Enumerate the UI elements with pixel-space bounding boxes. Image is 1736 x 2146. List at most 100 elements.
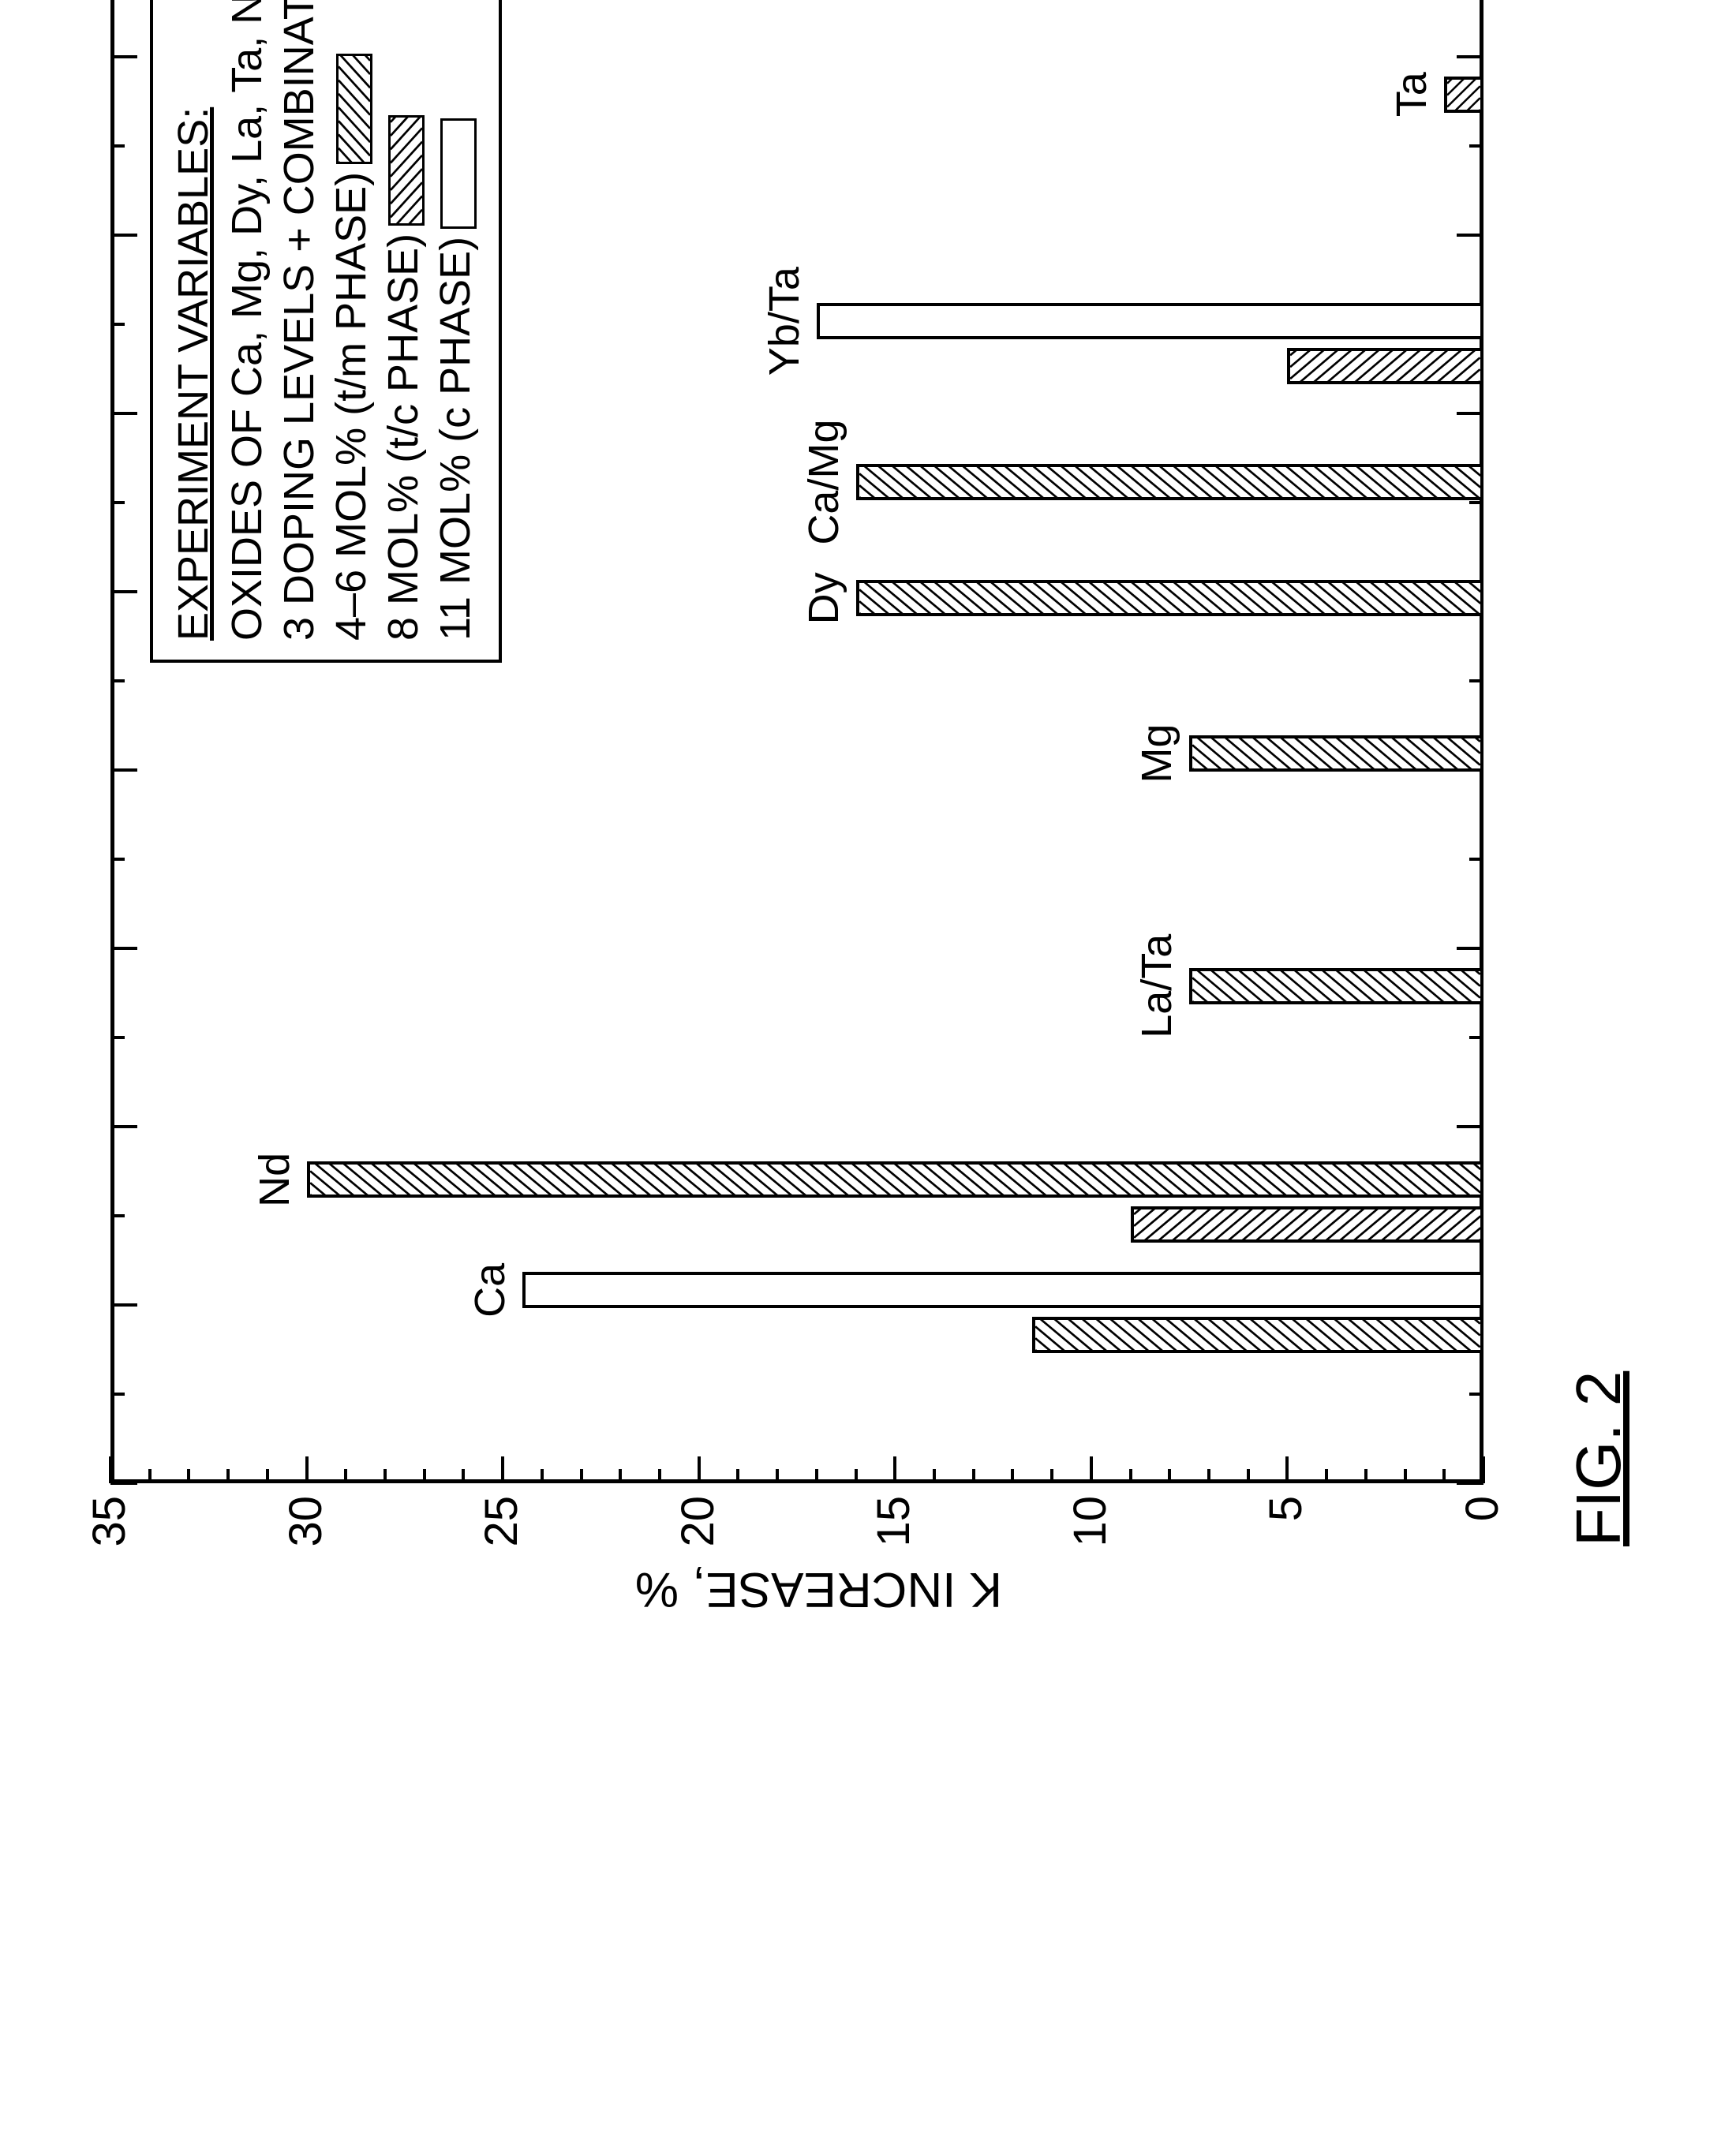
y-tick-label: 35 <box>83 1496 136 1547</box>
bar-label: Yb/Ta <box>760 234 809 408</box>
y-tick-label: 0 <box>1456 1496 1509 1521</box>
y-tick-minor <box>658 1469 661 1483</box>
x-tick-major <box>110 1482 137 1485</box>
y-tick-major <box>893 1456 896 1483</box>
bar-label: Ta <box>1387 8 1436 181</box>
y-tick-minor <box>855 1469 858 1483</box>
y-tick-minor <box>972 1469 975 1483</box>
x-tick-minor <box>1469 1036 1483 1039</box>
legend-title: EXPERIMENT VARIABLES: <box>169 0 218 641</box>
y-tick-major <box>1285 1456 1289 1483</box>
y-tick-minor <box>933 1469 936 1483</box>
data-bar <box>856 580 1483 616</box>
legend-line-oxides: OXIDES OF Ca, Mg, Dy, La, Ta, Nd, Yb <box>223 0 271 641</box>
y-tick-minor <box>266 1469 269 1483</box>
y-tick-minor <box>344 1469 347 1483</box>
data-bar <box>817 303 1483 339</box>
bar-label: Mg <box>1132 667 1181 840</box>
data-bar <box>1189 968 1483 1004</box>
y-tick-major <box>698 1456 701 1483</box>
x-tick-minor <box>110 1036 125 1039</box>
y-tick-minor <box>1247 1469 1250 1483</box>
y-tick-minor <box>1011 1469 1014 1483</box>
x-tick-minor <box>110 323 125 326</box>
y-tick-major <box>501 1456 504 1483</box>
x-tick-major <box>110 947 137 950</box>
figure-label: FIG. 2 <box>1562 1371 1635 1546</box>
y-tick-label: 15 <box>867 1496 920 1547</box>
data-bar <box>1189 735 1483 772</box>
x-tick-major <box>110 412 137 415</box>
bar-label: Nd <box>250 1093 299 1266</box>
x-tick-major <box>110 768 137 772</box>
legend-row: 4–6 MOL% (t/m PHASE) <box>327 0 376 641</box>
bar-label: Yb <box>1270 0 1319 26</box>
rotated-canvas: K INCREASE, % EXPERIMENT VARIABLES: OXID… <box>0 0 1736 1736</box>
legend-box: EXPERIMENT VARIABLES: OXIDES OF Ca, Mg, … <box>150 0 502 663</box>
y-tick-minor <box>1325 1469 1328 1483</box>
legend-swatch <box>336 54 372 164</box>
y-tick-minor <box>1442 1469 1446 1483</box>
x-tick-major <box>1457 412 1483 415</box>
x-tick-major <box>110 234 137 237</box>
x-tick-major <box>1457 947 1483 950</box>
y-tick-minor <box>1207 1469 1210 1483</box>
x-tick-major <box>110 1125 137 1128</box>
x-tick-major <box>1457 1125 1483 1128</box>
data-bar <box>856 464 1483 500</box>
y-tick-label: 10 <box>1064 1496 1117 1547</box>
legend-swatch <box>388 115 425 226</box>
y-tick-minor <box>541 1469 544 1483</box>
y-tick-minor <box>148 1469 152 1483</box>
data-bar <box>1287 348 1483 384</box>
bar-label: Ca/Mg <box>799 395 848 569</box>
legend-row-label: 11 MOL% (c PHASE) <box>432 237 479 641</box>
legend-line-doping: 3 DOPING LEVELS + COMBINATIONS <box>275 0 324 641</box>
data-bar <box>522 1272 1483 1308</box>
y-tick-major <box>305 1456 309 1483</box>
y-tick-minor <box>423 1469 426 1483</box>
y-tick-minor <box>226 1469 230 1483</box>
y-tick-major <box>1482 1456 1485 1483</box>
y-tick-minor <box>462 1469 465 1483</box>
x-tick-minor <box>1469 1393 1483 1396</box>
legend-row-label: 4–6 MOL% (t/m PHASE) <box>327 172 375 641</box>
y-tick-major <box>109 1456 112 1483</box>
y-tick-major <box>1090 1456 1093 1483</box>
x-tick-major <box>110 55 137 58</box>
y-tick-minor <box>619 1469 622 1483</box>
data-bar <box>307 1161 1483 1198</box>
legend-swatch <box>440 118 477 229</box>
y-tick-minor <box>736 1469 739 1483</box>
x-tick-minor <box>110 501 125 504</box>
y-tick-minor <box>580 1469 583 1483</box>
y-axis-label: K INCREASE, % <box>635 1561 1002 1617</box>
x-tick-minor <box>1469 679 1483 682</box>
x-tick-minor <box>1469 858 1483 861</box>
bar-label: Ca <box>466 1203 514 1377</box>
chart-inner: K INCREASE, % EXPERIMENT VARIABLES: OXID… <box>0 0 1736 1736</box>
legend-row: 8 MOL% (t/c PHASE) <box>379 0 428 641</box>
data-bar <box>1444 77 1483 113</box>
x-tick-minor <box>110 858 125 861</box>
y-tick-label: 20 <box>672 1496 724 1547</box>
x-tick-minor <box>110 1214 125 1217</box>
y-tick-minor <box>1404 1469 1407 1483</box>
y-tick-label: 25 <box>475 1496 528 1547</box>
x-tick-major <box>110 1303 137 1307</box>
x-tick-minor <box>110 1393 125 1396</box>
y-tick-minor <box>383 1469 387 1483</box>
y-tick-minor <box>776 1469 779 1483</box>
y-tick-label: 30 <box>279 1496 332 1547</box>
x-tick-minor <box>1469 501 1483 504</box>
y-tick-minor <box>187 1469 190 1483</box>
data-bar <box>1032 1317 1483 1353</box>
bar-label: La/Ta <box>1132 899 1181 1073</box>
x-tick-major <box>1457 55 1483 58</box>
y-tick-minor <box>1129 1469 1132 1483</box>
x-tick-major <box>110 590 137 593</box>
x-tick-minor <box>110 679 125 682</box>
x-tick-minor <box>1469 144 1483 148</box>
y-tick-label: 5 <box>1259 1496 1312 1521</box>
y-tick-minor <box>1050 1469 1053 1483</box>
